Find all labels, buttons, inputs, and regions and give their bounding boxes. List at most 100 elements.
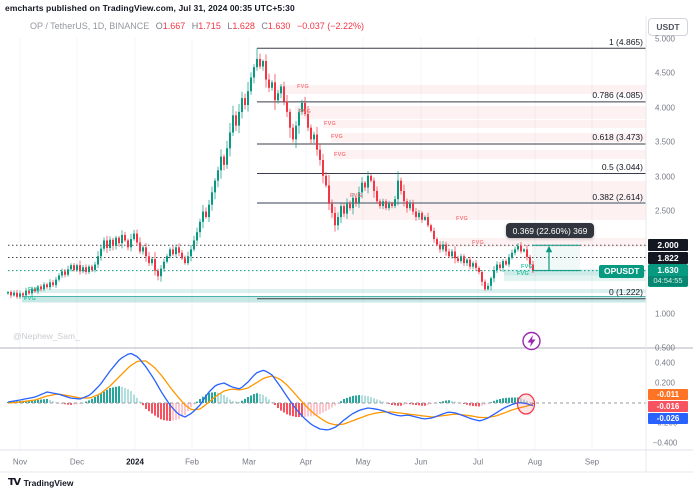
macd-histogram-bar	[493, 400, 495, 403]
candle-body	[220, 156, 222, 171]
macd-histogram-bar	[115, 386, 117, 403]
macd-histogram-bar	[295, 403, 297, 417]
candle-body	[208, 204, 210, 218]
candle-body	[301, 102, 303, 112]
candle-body	[19, 293, 21, 297]
candle-body	[523, 249, 525, 252]
measure-tool-region[interactable]	[532, 245, 580, 271]
fvg-pink-zone[interactable]	[277, 85, 646, 94]
candle-body	[109, 239, 111, 248]
macd-histogram-bar	[346, 397, 348, 403]
candle-body	[418, 212, 420, 218]
fvg-pink-zone[interactable]	[328, 181, 646, 202]
candle-body	[499, 264, 501, 268]
candle-body	[115, 237, 117, 246]
macd-histogram-bar	[109, 388, 111, 403]
fvg-pink-zone[interactable]	[331, 133, 646, 142]
macd-histogram-bar	[91, 398, 93, 403]
fvg-pink-zone[interactable]	[330, 204, 646, 220]
macd-histogram-bar	[37, 399, 39, 403]
candle-body	[58, 275, 60, 280]
fvg-pink-zone[interactable]	[295, 106, 646, 119]
macd-histogram-bar	[40, 399, 42, 403]
candle-body	[487, 285, 489, 290]
macd-histogram-bar	[523, 399, 525, 403]
candle-body	[67, 269, 69, 275]
macd-histogram-bar	[382, 401, 384, 403]
candle-body	[154, 259, 156, 271]
candle-body	[409, 203, 411, 209]
macd-histogram-bar	[31, 400, 33, 403]
candle-body	[427, 217, 429, 226]
macd-histogram-bar	[511, 397, 513, 403]
macd-histogram-bar	[370, 397, 372, 403]
candle-body	[91, 266, 93, 270]
change-value: −0.037 (−2.22%)	[296, 21, 365, 31]
candle-body	[382, 201, 384, 207]
macd-histogram-bar	[67, 403, 69, 405]
tradingview-logo[interactable]: TV TradingView	[8, 477, 73, 488]
crossover-circle-drawing[interactable]	[516, 393, 536, 415]
macd-histogram-bar	[526, 400, 528, 403]
macd-histogram-bar	[211, 392, 213, 403]
candle-body	[406, 201, 408, 209]
candle-body	[469, 259, 471, 267]
macd-histogram-bar	[442, 401, 444, 403]
countdown-timer: 04:54:55	[648, 276, 688, 286]
candle-body	[169, 249, 171, 257]
candle-body	[88, 266, 90, 273]
macd-histogram-bar	[475, 403, 477, 407]
candle-body	[253, 67, 255, 78]
candle-body	[508, 257, 510, 265]
candle-body	[481, 272, 483, 282]
macd-histogram-bar	[508, 397, 510, 403]
candle-body	[241, 98, 243, 112]
symbol-title: OP / TetherUS, 1D, BINANCE	[30, 21, 150, 31]
candle-body	[166, 256, 168, 262]
macd-histogram-bar	[283, 403, 285, 413]
macd-histogram-bar	[322, 403, 324, 413]
candle-body	[43, 284, 45, 290]
fvg-pink-zone[interactable]	[440, 238, 646, 247]
candle-body	[361, 182, 363, 193]
fvg-green-zone[interactable]	[504, 275, 646, 282]
macd-histogram-bar	[265, 396, 267, 403]
macd-histogram-bar	[232, 401, 234, 403]
candle-body	[394, 199, 396, 207]
macd-histogram-bar	[331, 403, 333, 408]
macd-histogram-bar	[178, 403, 180, 420]
fvg-pink-zone[interactable]	[334, 150, 646, 159]
macd-histogram-bar	[415, 403, 417, 405]
macd-histogram-bar	[409, 403, 411, 405]
macd-histogram-bar	[196, 401, 198, 403]
candle-body	[127, 240, 129, 248]
macd-histogram-bar	[376, 399, 378, 403]
candle-body	[214, 180, 216, 193]
candle-body	[277, 93, 279, 101]
currency-toggle-button[interactable]: USDT	[648, 18, 688, 36]
candle-body	[244, 98, 246, 105]
macd-histogram-bar	[427, 403, 429, 405]
macd-histogram-bar	[190, 403, 192, 408]
macd-histogram-bar	[505, 397, 507, 403]
macd-histogram-bar	[478, 403, 480, 407]
macd-histogram-bar	[340, 401, 342, 403]
candle-body	[517, 245, 519, 250]
macd-histogram-bar	[403, 403, 405, 405]
candle-body	[310, 127, 312, 140]
macd-histogram-bar	[499, 399, 501, 403]
candle-body	[391, 203, 393, 207]
candle-body	[232, 115, 234, 133]
fvg-pink-zone[interactable]	[323, 120, 646, 128]
macd-histogram-bar	[451, 401, 453, 403]
candle-body	[367, 175, 369, 188]
macd-histogram-bar	[307, 403, 309, 417]
fvg-green-zone[interactable]	[504, 269, 646, 276]
fvg-green-zone[interactable]	[22, 296, 646, 303]
candle-body	[46, 284, 48, 288]
candle-body	[139, 242, 141, 252]
macd-histogram-bar	[520, 398, 522, 403]
candle-body	[466, 259, 468, 264]
fvg-green-zone[interactable]	[28, 289, 646, 293]
